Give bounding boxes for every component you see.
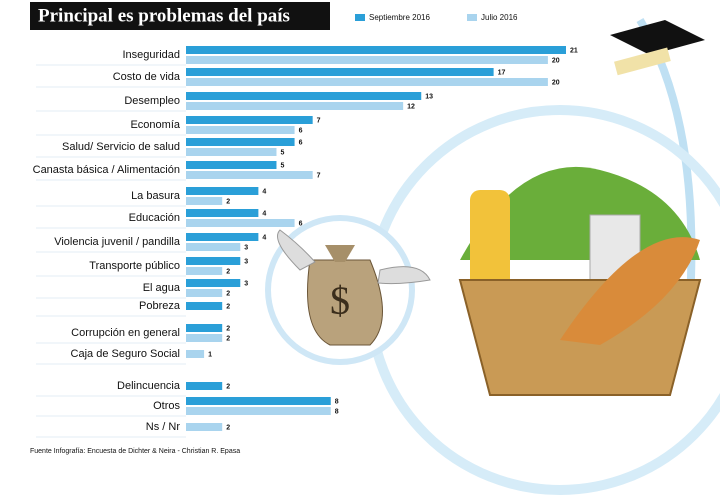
bar: [186, 302, 223, 310]
legend-swatch: [355, 14, 365, 21]
legend-label: Septiembre 2016: [369, 13, 430, 22]
value-label: 4: [262, 188, 266, 195]
category-label: Violencia juvenil / pandilla: [54, 236, 181, 248]
bar: [186, 46, 566, 54]
bar: [186, 68, 494, 76]
bar: [186, 197, 223, 205]
bar: [186, 78, 548, 86]
value-label: 8: [335, 398, 339, 405]
category-label: Delincuencia: [117, 380, 181, 392]
category-label: Ns / Nr: [146, 421, 181, 433]
category-label: El agua: [143, 282, 181, 294]
bar: [186, 187, 259, 195]
value-label: 20: [552, 57, 560, 64]
value-label: 2: [226, 303, 230, 310]
category-label: Costo de vida: [113, 71, 181, 83]
value-label: 6: [299, 139, 303, 146]
chart-title: Principal es problemas del país: [38, 5, 290, 26]
bar: [186, 397, 331, 405]
bar: [186, 138, 295, 146]
bar: [186, 407, 331, 415]
value-label: 7: [317, 172, 321, 179]
bar: [186, 334, 223, 342]
value-label: 4: [262, 234, 266, 241]
category-label: Canasta básica / Alimentación: [33, 164, 180, 176]
value-label: 1: [208, 351, 212, 358]
bar: [186, 161, 277, 169]
value-label: 2: [226, 290, 230, 297]
value-label: 13: [425, 93, 433, 100]
bar: [186, 56, 548, 64]
value-label: 7: [317, 117, 321, 124]
bar: [186, 171, 313, 179]
category-label: Transporte público: [89, 260, 180, 272]
bar: [186, 92, 422, 100]
source: Fuente Infografía: Encuesta de Dichter &…: [30, 448, 240, 455]
category-label: La basura: [131, 190, 181, 202]
bar: [186, 382, 223, 390]
bar: [186, 289, 223, 297]
value-label: 8: [335, 408, 339, 415]
value-label: 3: [244, 244, 248, 251]
value-label: 6: [299, 127, 303, 134]
category-label: Economía: [130, 119, 180, 131]
category-label: Otros: [153, 400, 180, 412]
value-label: 2: [226, 335, 230, 342]
title-box: [30, 2, 330, 30]
value-label: 20: [552, 79, 560, 86]
value-label: 21: [570, 47, 578, 54]
legend-swatch: [467, 14, 477, 21]
decoration: $: [265, 17, 720, 495]
value-label: 6: [299, 220, 303, 227]
value-label: 17: [498, 69, 506, 76]
category-label: Educación: [129, 212, 180, 224]
value-label: 3: [244, 258, 248, 265]
value-label: 4: [262, 210, 266, 217]
value-label: 12: [407, 103, 415, 110]
svg-text:$: $: [330, 278, 350, 323]
category-label: Corrupción en general: [71, 327, 180, 339]
bar: [186, 279, 241, 287]
bar: [186, 148, 277, 156]
value-label: 5: [280, 162, 284, 169]
bar: [186, 350, 205, 358]
bar: [186, 102, 404, 110]
category-label: Salud/ Servicio de salud: [62, 141, 180, 153]
category-label: Desempleo: [124, 95, 180, 107]
category-label: Inseguridad: [123, 49, 181, 61]
bar: [186, 233, 259, 241]
legend-label: Julio 2016: [481, 13, 518, 22]
bar: [186, 126, 295, 134]
bar: [186, 324, 223, 332]
value-label: 2: [226, 198, 230, 205]
bar: [186, 209, 259, 217]
value-label: 2: [226, 424, 230, 431]
bar: [186, 116, 313, 124]
value-label: 3: [244, 280, 248, 287]
value-label: 5: [280, 149, 284, 156]
category-label: Caja de Seguro Social: [71, 348, 180, 360]
value-label: 2: [226, 325, 230, 332]
bar: [186, 423, 223, 431]
bar: [186, 257, 241, 265]
value-label: 2: [226, 383, 230, 390]
bar: [186, 243, 241, 251]
value-label: 2: [226, 268, 230, 275]
category-label: Pobreza: [139, 300, 181, 312]
bar: [186, 267, 223, 275]
bar: [186, 219, 295, 227]
